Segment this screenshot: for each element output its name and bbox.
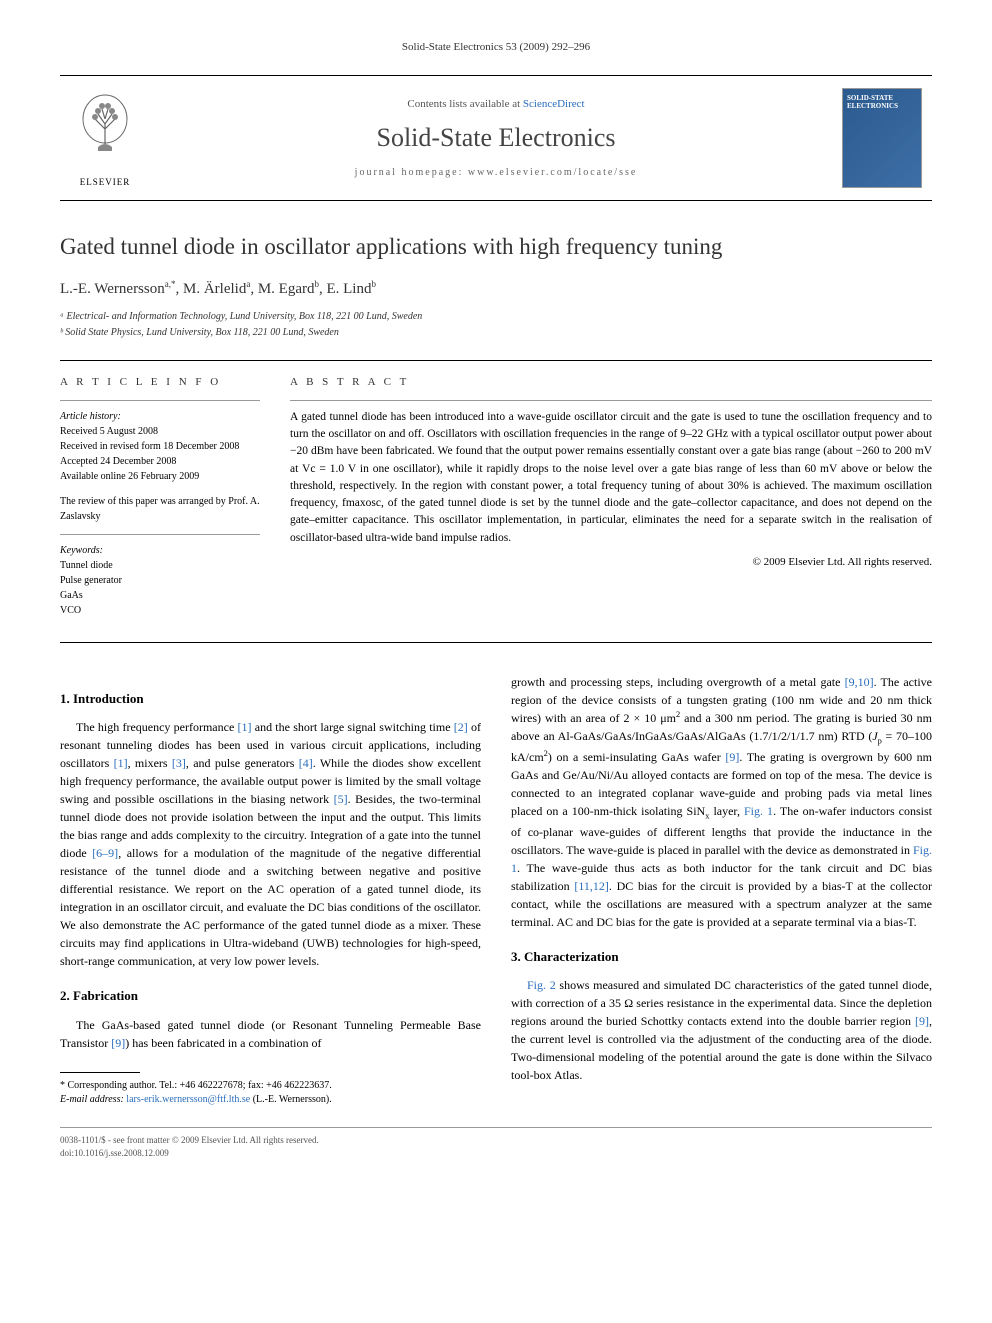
fabrication-paragraph-1: The GaAs-based gated tunnel diode (or Re… (60, 1016, 481, 1052)
journal-cover-thumbnail: SOLID-STATE ELECTRONICS (842, 88, 932, 188)
body-column-left: 1. Introduction The high frequency perfo… (60, 673, 481, 1107)
corresponding-email-link[interactable]: lars-erik.wernersson@ftf.lth.se (126, 1094, 250, 1105)
article-history-block: Article history: Received 5 August 2008 … (60, 409, 260, 484)
keyword-1: Tunnel diode (60, 558, 260, 573)
history-label: Article history: (60, 409, 260, 424)
abstract-copyright: © 2009 Elsevier Ltd. All rights reserved… (290, 555, 932, 570)
corresponding-author-footnote: * Corresponding author. Tel.: +46 462227… (60, 1079, 481, 1107)
section-1-heading: 1. Introduction (60, 689, 481, 709)
cover-title-text: SOLID-STATE ELECTRONICS (847, 95, 917, 110)
section-3-heading: 3. Characterization (511, 947, 932, 967)
article-info-column: A R T I C L E I N F O Article history: R… (60, 375, 260, 628)
email-author-name: (L.-E. Wernersson). (253, 1094, 332, 1105)
homepage-prefix: journal homepage: (355, 167, 468, 178)
history-online: Available online 26 February 2009 (60, 469, 260, 484)
history-revised: Received in revised form 18 December 200… (60, 439, 260, 454)
page-header-citation: Solid-State Electronics 53 (2009) 292–29… (60, 40, 932, 55)
page-footer: 0038-1101/$ - see front matter © 2009 El… (60, 1127, 932, 1159)
masthead-center: Contents lists available at ScienceDirec… (150, 97, 842, 181)
journal-homepage-line: journal homepage: www.elsevier.com/locat… (150, 166, 842, 180)
affiliation-a: ᵃ Electrical- and Information Technology… (60, 310, 932, 324)
keyword-2: Pulse generator (60, 573, 260, 588)
fabrication-paragraph-2: growth and processing steps, including o… (511, 673, 932, 931)
review-note: The review of this paper was arranged by… (60, 494, 260, 524)
body-column-right: growth and processing steps, including o… (511, 673, 932, 1107)
characterization-paragraph: Fig. 2 shows measured and simulated DC c… (511, 976, 932, 1084)
introduction-paragraph: The high frequency performance [1] and t… (60, 718, 481, 970)
article-title: Gated tunnel diode in oscillator applica… (60, 231, 932, 263)
contents-prefix: Contents lists available at (407, 98, 522, 110)
keyword-4: VCO (60, 603, 260, 618)
abstract-heading: A B S T R A C T (290, 375, 932, 390)
keyword-3: GaAs (60, 588, 260, 603)
publisher-logo-block: ELSEVIER (60, 89, 150, 189)
sciencedirect-link[interactable]: ScienceDirect (523, 98, 585, 110)
contents-available-line: Contents lists available at ScienceDirec… (150, 97, 842, 112)
journal-name: Solid-State Electronics (150, 120, 842, 156)
info-abstract-row: A R T I C L E I N F O Article history: R… (60, 360, 932, 643)
email-label: E-mail address: (60, 1094, 124, 1105)
section-2-heading: 2. Fabrication (60, 986, 481, 1006)
publisher-name: ELSEVIER (60, 176, 150, 189)
body-two-columns: 1. Introduction The high frequency perfo… (60, 673, 932, 1107)
keywords-block: Keywords: Tunnel diode Pulse generator G… (60, 543, 260, 618)
homepage-url[interactable]: www.elsevier.com/locate/sse (468, 167, 637, 178)
journal-masthead: ELSEVIER Contents lists available at Sci… (60, 75, 932, 201)
history-received: Received 5 August 2008 (60, 424, 260, 439)
article-info-heading: A R T I C L E I N F O (60, 375, 260, 390)
affiliation-b: ᵇ Solid State Physics, Lund University, … (60, 326, 932, 340)
abstract-column: A B S T R A C T A gated tunnel diode has… (290, 375, 932, 628)
doi-line: doi:10.1016/j.sse.2008.12.009 (60, 1147, 319, 1160)
affiliations-block: ᵃ Electrical- and Information Technology… (60, 310, 932, 340)
history-accepted: Accepted 24 December 2008 (60, 454, 260, 469)
keywords-label: Keywords: (60, 543, 260, 558)
author-list: L.-E. Wernerssona,*, M. Ärlelida, M. Ega… (60, 278, 932, 300)
elsevier-tree-logo (70, 89, 140, 169)
front-matter-line: 0038-1101/$ - see front matter © 2009 El… (60, 1134, 319, 1147)
corresponding-contact: * Corresponding author. Tel.: +46 462227… (60, 1079, 481, 1093)
abstract-text: A gated tunnel diode has been introduced… (290, 409, 932, 547)
